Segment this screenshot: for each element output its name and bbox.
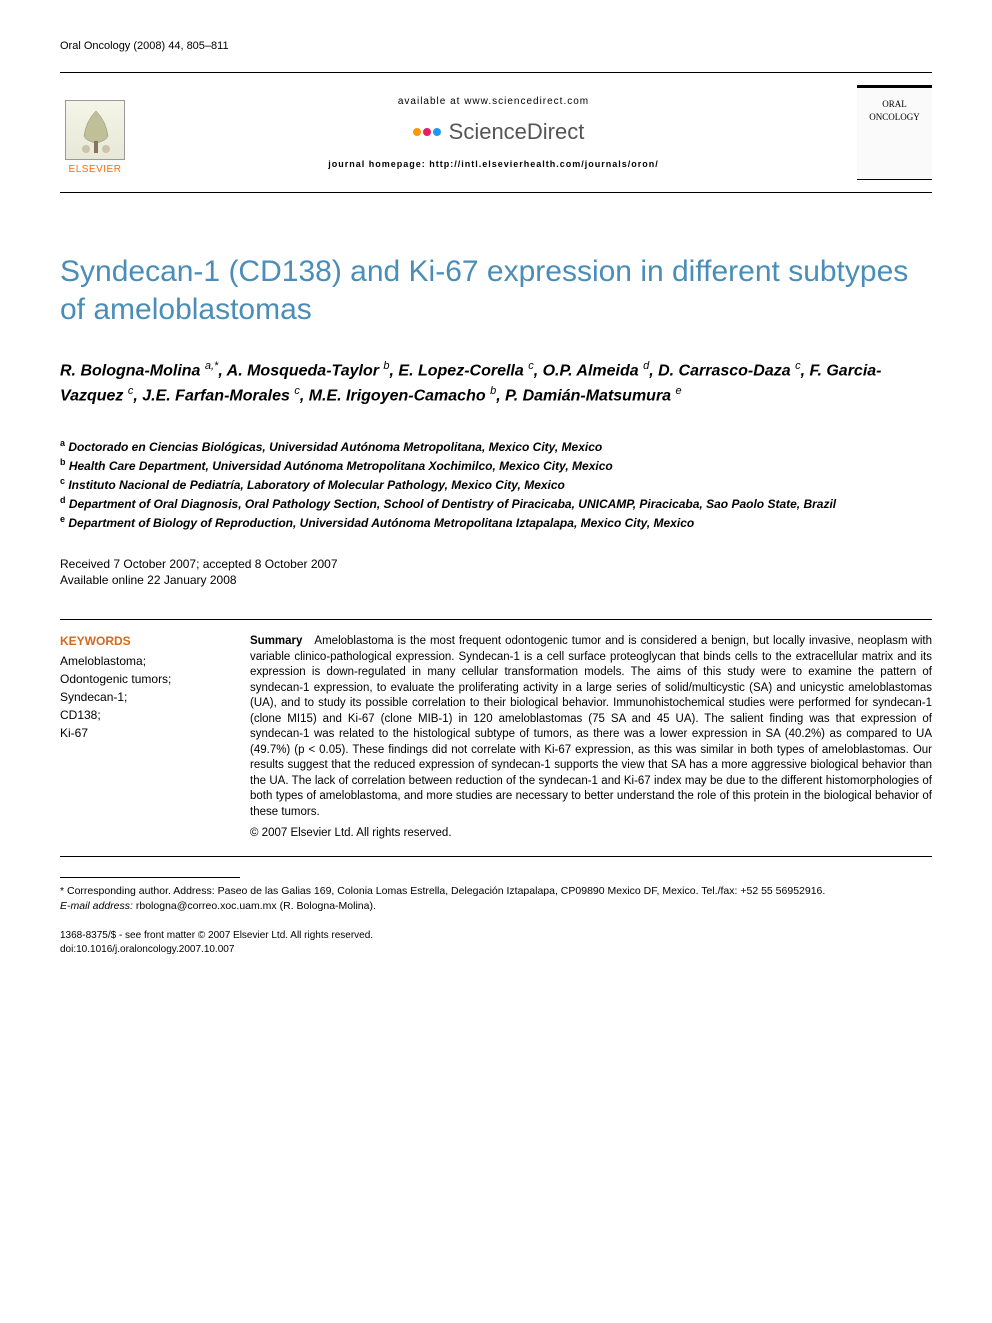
received-accepted-date: Received 7 October 2007; accepted 8 Octo… [60,556,932,573]
footnote-divider [60,877,240,878]
journal-cover-thumbnail: ORAL ONCOLOGY [857,85,932,180]
journal-reference: Oral Oncology (2008) 44, 805–811 [60,40,932,52]
authors-list: R. Bologna-Molina a,*, A. Mosqueda-Taylo… [60,358,932,409]
keywords-list: Ameloblastoma;Odontogenic tumors;Syndeca… [60,652,220,742]
affiliation-item: c Instituto Nacional de Pediatría, Labor… [60,475,932,494]
summary-label: Summary [250,635,302,647]
affiliation-item: d Department of Oral Diagnosis, Oral Pat… [60,494,932,513]
email-label: E-mail address: [60,900,133,912]
summary-copyright: © 2007 Elsevier Ltd. All rights reserved… [250,826,932,842]
footnotes: * Corresponding author. Address: Paseo d… [60,884,932,913]
header-center: available at www.sciencedirect.com Scien… [130,96,857,169]
affiliation-item: a Doctorado en Ciencias Biológicas, Univ… [60,437,932,456]
keyword-item: Odontogenic tumors; [60,670,220,688]
sd-dot [413,128,421,136]
sciencedirect-logo: ScienceDirect [150,119,837,145]
keyword-item: Syndecan-1; [60,688,220,706]
article-title: Syndecan-1 (CD138) and Ki-67 expression … [60,253,932,328]
keyword-item: Ki-67 [60,724,220,742]
elsevier-label: ELSEVIER [69,164,122,175]
sciencedirect-dots-icon [403,128,441,136]
journal-cover-title-1: ORAL [882,98,907,111]
summary-column: Summary Ameloblastoma is the most freque… [250,634,932,842]
keyword-item: Ameloblastoma; [60,652,220,670]
email-address: rbologna@correo.xoc.uam.mx [136,900,277,912]
sd-dot [423,128,431,136]
sd-dot [403,128,411,136]
available-online-date: Available online 22 January 2008 [60,572,932,589]
affiliation-item: e Department of Biology of Reproduction,… [60,513,932,532]
affiliations-list: a Doctorado en Ciencias Biológicas, Univ… [60,437,932,532]
sd-dot [433,128,441,136]
journal-header: ELSEVIER available at www.sciencedirect.… [60,72,932,193]
footer-doi: doi:10.1016/j.oraloncology.2007.10.007 [60,943,932,957]
article-dates: Received 7 October 2007; accepted 8 Octo… [60,556,932,590]
summary-body: Ameloblastoma is the most frequent odont… [250,635,932,818]
sciencedirect-label: ScienceDirect [449,119,585,145]
elsevier-logo: ELSEVIER [60,90,130,175]
footer-front-matter: 1368-8375/$ - see front matter © 2007 El… [60,929,932,943]
elsevier-tree-icon [65,100,125,160]
keyword-item: CD138; [60,706,220,724]
journal-cover-title-2: ONCOLOGY [869,111,920,124]
affiliation-item: b Health Care Department, Universidad Au… [60,456,932,475]
main-content-row: KEYWORDS Ameloblastoma;Odontogenic tumor… [60,619,932,857]
keywords-heading: KEYWORDS [60,634,220,648]
keywords-column: KEYWORDS Ameloblastoma;Odontogenic tumor… [60,634,220,842]
email-author-name: (R. Bologna-Molina). [280,900,376,912]
available-at-text: available at www.sciencedirect.com [150,96,837,107]
email-footnote: E-mail address: rbologna@correo.xoc.uam.… [60,899,932,914]
corresponding-author-footnote: * Corresponding author. Address: Paseo d… [60,884,932,899]
journal-homepage-text: journal homepage: http://intl.elsevierhe… [150,159,837,169]
footer: 1368-8375/$ - see front matter © 2007 El… [60,929,932,957]
